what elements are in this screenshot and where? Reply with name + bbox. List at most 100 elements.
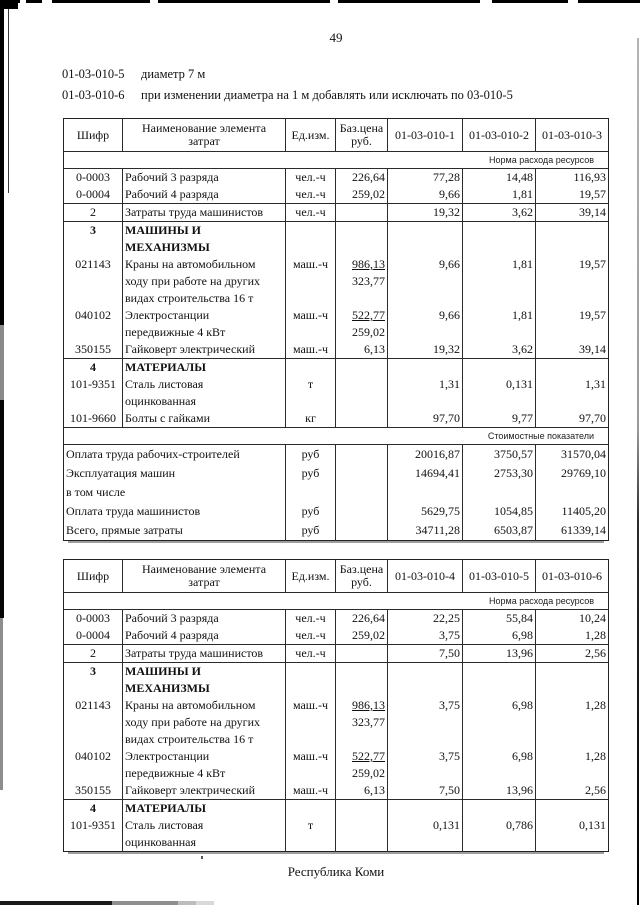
- code-cell: 0-0003: [76, 611, 110, 625]
- value-cell: 0,131: [387, 817, 463, 852]
- code-cell: 4: [63, 358, 123, 376]
- data-row: 021143 Краны на автомобильном ходу при ра…: [64, 256, 609, 307]
- base-price-cell: [335, 662, 388, 697]
- value-cell: 10,24: [535, 609, 609, 627]
- value-cell: 39,14: [535, 203, 609, 222]
- value-cell: 0,786: [462, 817, 536, 852]
- value-cell: [387, 799, 463, 817]
- value-cell: 19,57: [535, 256, 609, 307]
- column-header: 01-03-010-2: [462, 118, 536, 152]
- value-cell: 1,28: [535, 627, 609, 645]
- name-cell: Сталь листовая оцинкованная: [122, 376, 286, 410]
- cost-label-cell: Эксплуатация машин: [66, 466, 176, 480]
- base-price-cell: [335, 521, 388, 541]
- cost-label-cell: Всего, прямые затраты: [66, 523, 183, 537]
- name-cell: МАТЕРИАЛЫ: [122, 358, 286, 376]
- value-cell: 3,62: [462, 203, 536, 222]
- value-cell: [387, 358, 463, 376]
- value-cell: 19,57: [535, 186, 609, 204]
- scan-inner-line: [8, 9, 9, 193]
- base-price-cell: [335, 358, 388, 376]
- base-price-cell: [335, 221, 388, 256]
- name-cell: Сталь листовая оцинкованная: [122, 817, 286, 852]
- data-row: 101-9660 Болты с гайками кг 97,70 9,77 97,70: [64, 410, 609, 428]
- data-row: 0-0003 Рабочий 3 разряда чел.-ч 226,64 22,25…: [64, 609, 609, 627]
- code-cell: 350155: [75, 783, 111, 797]
- name-cell: Электростанции передвижные 4 кВт: [122, 748, 286, 782]
- base-price-numerator: 986,13: [352, 257, 385, 271]
- name-cell: Рабочий 4 разряда: [122, 186, 286, 204]
- column-header: 01-03-010-5: [462, 559, 536, 593]
- base-price-cell: [335, 376, 388, 410]
- value-cell: 2,56: [535, 782, 609, 800]
- value-cell: 3,75: [387, 748, 463, 782]
- band-label: Норма расхода ресурсов: [63, 151, 609, 169]
- value-cell: [535, 483, 609, 502]
- value-cell: 61339,14: [535, 521, 609, 541]
- band-label: Стоимостные показатели: [63, 427, 609, 445]
- base-price-cell: 986,13 323,77: [335, 697, 388, 748]
- value-cell: [535, 799, 609, 817]
- base-price-cell: [335, 817, 388, 852]
- unit-cell: чел.-ч: [285, 186, 336, 204]
- column-header: Ед.изм.: [285, 559, 336, 593]
- code-cell: 021143: [75, 257, 111, 271]
- estimate-table-2: Шифр Наименование элемента затрат Ед.изм. Б…: [63, 559, 609, 852]
- value-cell: 2,56: [535, 644, 609, 663]
- unit-cell: руб: [285, 464, 336, 483]
- name-cell: МАТЕРИАЛЫ: [122, 799, 286, 817]
- value-cell: 19,32: [387, 341, 463, 359]
- data-row: 350155 Гайковерт электрический маш.-ч 6,13 1…: [64, 341, 609, 359]
- value-cell: 0,131: [535, 817, 609, 852]
- unit-cell: чел.-ч: [285, 203, 336, 222]
- cost-label-cell: Оплата труда рабочих-строителей: [66, 447, 240, 461]
- data-row: 2 Затраты труда машинистов чел.-ч 19,32 3,62…: [63, 203, 609, 222]
- unit-cell: [285, 483, 336, 502]
- value-cell: [462, 358, 536, 376]
- norm-description: при изменении диаметра на 1 м добавлять …: [141, 88, 513, 102]
- value-cell: 1,81: [462, 186, 536, 204]
- cost-label-cell: в том числе: [66, 485, 126, 499]
- base-price-cell: 6,13: [335, 341, 388, 359]
- unit-cell: маш.-ч: [285, 256, 336, 307]
- value-cell: 3750,57: [462, 444, 536, 464]
- band-label: Норма расхода ресурсов: [63, 592, 609, 610]
- code-cell: 4: [63, 799, 123, 817]
- value-cell: 6503,87: [462, 521, 536, 541]
- name-cell: Краны на автомобильном ходу при работе н…: [122, 697, 286, 748]
- value-cell: 97,70: [387, 410, 463, 428]
- base-price-cell: [335, 444, 388, 464]
- value-cell: 14,48: [462, 168, 536, 186]
- value-cell: 13,96: [462, 644, 536, 663]
- norm-intro-lines: 01-03-010-5 диаметр 7 м 01-03-010-6 при …: [62, 64, 640, 106]
- name-cell: Гайковерт электрический: [122, 782, 286, 800]
- unit-cell: руб: [285, 444, 336, 464]
- scan-edge-left-fade: [0, 618, 3, 790]
- value-cell: 29769,10: [535, 464, 609, 483]
- code-cell: 3: [63, 221, 123, 256]
- base-price-cell: [335, 464, 388, 483]
- value-cell: 1,31: [387, 376, 463, 410]
- column-header: 01-03-010-1: [387, 118, 463, 152]
- value-cell: 19,32: [387, 203, 463, 222]
- band-row: Стоимостные показатели: [63, 427, 609, 445]
- base-price-cell: 226,64: [335, 168, 388, 186]
- norm-code: 01-03-010-6: [62, 88, 125, 102]
- value-cell: 7,50: [387, 644, 463, 663]
- band-row: Норма расхода ресурсов: [63, 592, 609, 610]
- cost-row: Всего, прямые затраты руб 34711,28 6503,87 6…: [64, 521, 609, 541]
- column-header: Шифр: [76, 127, 110, 142]
- name-cell: Болты с гайками: [122, 410, 286, 428]
- unit-cell: чел.-ч: [285, 644, 336, 663]
- code-cell: 0-0004: [76, 628, 110, 642]
- estimate-table-1: Шифр Наименование элемента затрат Ед.изм. Б…: [63, 118, 609, 541]
- name-cell: Краны на автомобильном ходу при работе н…: [122, 256, 286, 307]
- value-cell: 9,77: [462, 410, 536, 428]
- data-row: 0-0004 Рабочий 4 разряда чел.-ч 259,02 3,75 6…: [64, 627, 609, 645]
- value-cell: 3,62: [462, 341, 536, 359]
- norm-code: 01-03-010-5: [62, 67, 125, 81]
- column-header: Баз.цена руб.: [335, 559, 388, 593]
- base-price-cell: 259,02: [335, 186, 388, 204]
- value-cell: 39,14: [535, 341, 609, 359]
- name-cell: Рабочий 3 разряда: [122, 168, 286, 186]
